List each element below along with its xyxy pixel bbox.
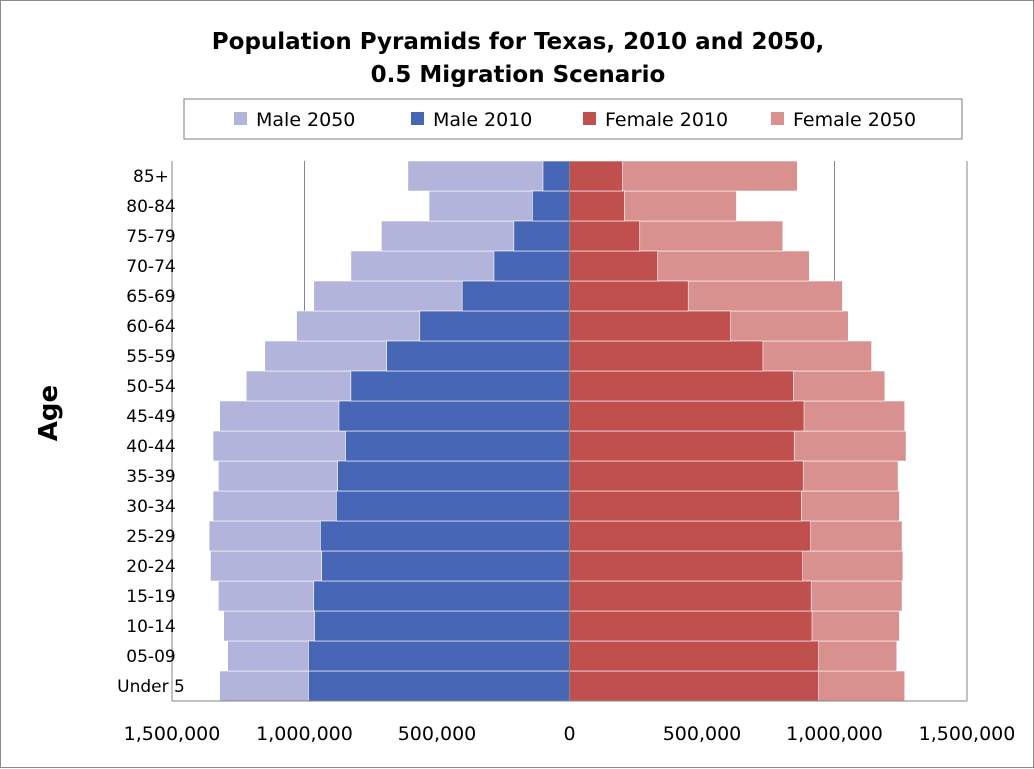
legend-box	[183, 98, 963, 140]
x-tick-label-2: 500,000	[398, 723, 477, 745]
y-tick-label-16: 80-84	[126, 197, 175, 217]
bar-male-2010-10	[350, 370, 570, 402]
y-axis-label: Age	[34, 385, 64, 441]
y-tick-label-13: 65-69	[126, 287, 175, 307]
y-tick-label-10: 50-54	[126, 377, 175, 397]
bar-female-2010-11	[569, 340, 764, 372]
chart-legend: Male 2050 Male 2010 Female 2010 Female 2050	[183, 98, 963, 140]
chart-title: Population Pyramids for Texas, 2010 and …	[212, 29, 824, 55]
y-tick-label-6: 30-34	[126, 497, 175, 517]
y-tick-label-7: 35-39	[126, 467, 175, 487]
y-tick-label-14: 70-74	[126, 257, 175, 277]
bar-female-2010-17	[569, 160, 623, 192]
y-tick-label-5: 25-29	[126, 527, 175, 547]
y-tick-label-11: 55-59	[126, 347, 175, 367]
y-tick-label-15: 75-79	[126, 227, 175, 247]
bar-male-2010-7	[337, 460, 570, 492]
bar-female-2010-9	[569, 400, 805, 432]
x-tick-label-5: 1,000,000	[786, 723, 883, 745]
y-tick-labels: Under 5 05-09 10-14 15-19 20-24 25-29 30-34 35-…	[117, 167, 185, 697]
bar-male-2010-5	[320, 520, 570, 552]
x-tick-label-1: 1,000,000	[256, 723, 353, 745]
bar-male-2010-3	[313, 580, 570, 612]
bar-female-2010-7	[569, 460, 804, 492]
chart-subtitle: 0.5 Migration Scenario	[371, 62, 666, 88]
legend-label-male-2050: Male 2050	[256, 109, 355, 131]
x-tick-label-6: 1,500,000	[919, 723, 1016, 745]
bar-male-2010-16	[532, 190, 570, 222]
x-tick-label-3: 0	[563, 723, 575, 745]
axes	[172, 161, 967, 702]
bar-male-2010-15	[513, 220, 570, 252]
bar-female-2010-4	[569, 550, 803, 582]
bar-male-2010-17	[542, 160, 570, 192]
x-tick-label-0: 1,500,000	[124, 723, 221, 745]
bar-male-2010-4	[321, 550, 570, 582]
y-tick-label-3: 15-19	[126, 587, 175, 607]
y-tick-label-1: 05-09	[126, 647, 175, 667]
bar-female-2010-5	[569, 520, 811, 552]
legend-label-female-2010: Female 2010	[605, 109, 728, 131]
y-tick-label-12: 60-64	[126, 317, 175, 337]
bar-female-2010-12	[569, 310, 731, 342]
bar-female-2010-14	[569, 250, 659, 282]
bar-male-2010-11	[386, 340, 570, 372]
x-tick-label-4: 500,000	[663, 723, 742, 745]
y-tick-label-0: Under 5	[117, 677, 185, 697]
bar-female-2010-6	[569, 490, 802, 522]
legend-swatch-female-2050	[771, 112, 784, 125]
bar-male-2010-0	[308, 670, 570, 702]
legend-label-female-2050: Female 2050	[793, 109, 916, 131]
bar-male-2010-2	[314, 610, 570, 642]
legend-swatch-female-2010	[583, 112, 596, 125]
bar-female-2010-1	[569, 640, 819, 672]
y-tick-label-4: 20-24	[126, 557, 175, 577]
bar-female-2010-16	[569, 190, 625, 222]
bar-female-2010-3	[569, 580, 812, 612]
bar-female-2010-15	[569, 220, 641, 252]
y-tick-label-17: 85+	[133, 167, 169, 187]
bar-male-2010-13	[461, 280, 570, 312]
y-tick-label-8: 40-44	[126, 437, 175, 457]
bar-male-2010-1	[308, 640, 570, 672]
bar-female-2010-13	[569, 280, 689, 312]
bar-male-2010-6	[335, 490, 570, 522]
bar-male-2010-12	[419, 310, 570, 342]
legend-swatch-male-2050	[234, 112, 247, 125]
bar-female-2010-2	[569, 610, 813, 642]
bar-male-2010-14	[493, 250, 570, 282]
bar-female-2010-0	[569, 670, 819, 702]
bars	[208, 160, 907, 702]
bar-male-2010-9	[338, 400, 570, 432]
bar-male-2010-8	[345, 430, 570, 462]
y-tick-label-9: 45-49	[126, 407, 175, 427]
y-tick-label-2: 10-14	[126, 617, 175, 637]
x-tick-labels: 1,500,000 1,000,000 500,000 0 500,000 1,000,0…	[124, 723, 1016, 745]
legend-label-male-2010: Male 2010	[433, 109, 532, 131]
legend-swatch-male-2010	[411, 112, 424, 125]
bar-female-2010-10	[569, 370, 794, 402]
bar-female-2010-8	[569, 430, 795, 462]
